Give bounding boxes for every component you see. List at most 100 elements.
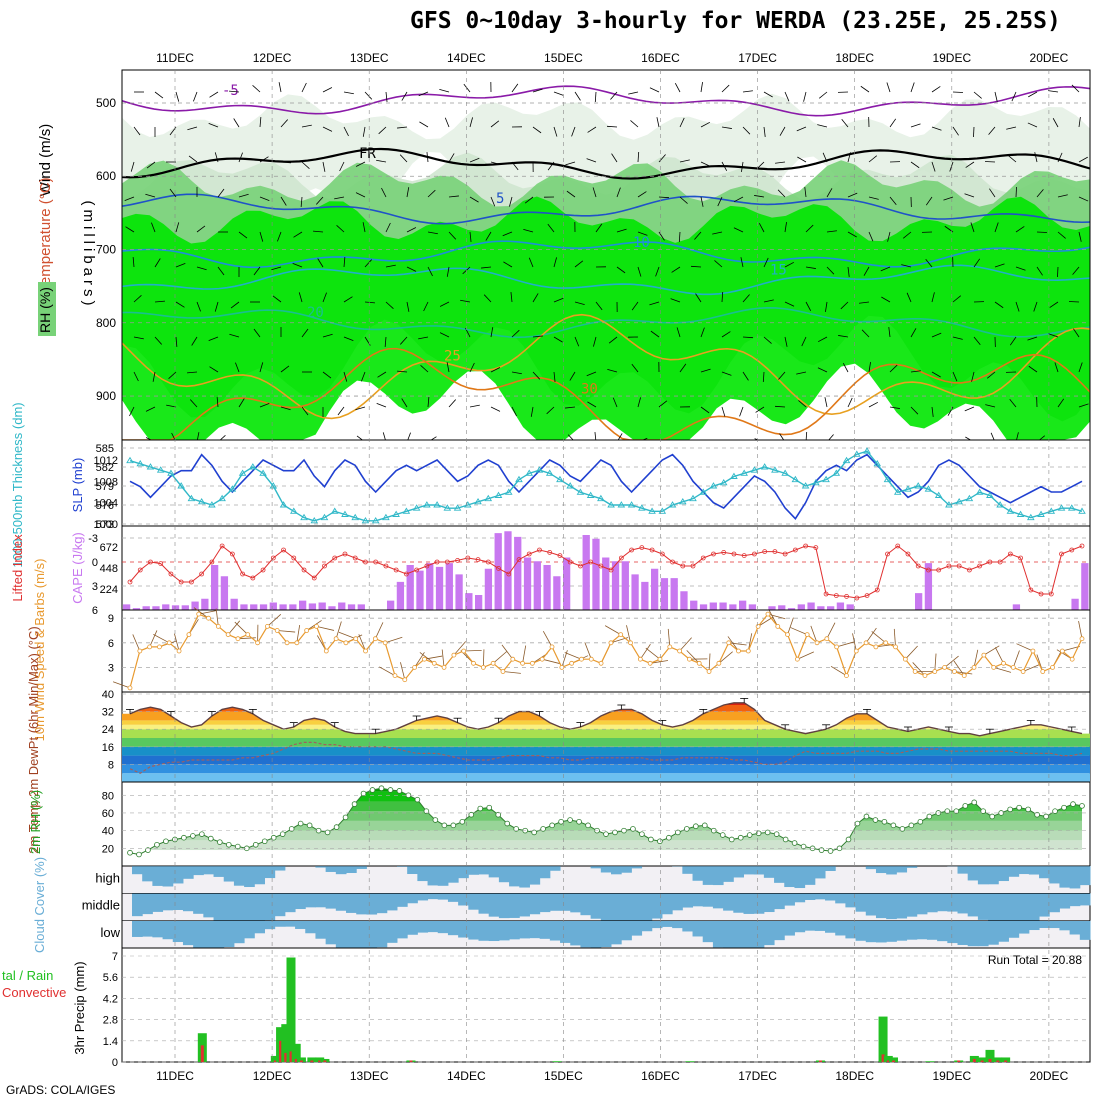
wind-barb	[671, 266, 681, 273]
lifted-marker	[926, 567, 931, 573]
wind-barb	[377, 371, 387, 378]
cape-bar	[269, 602, 277, 610]
wind-barb	[277, 630, 296, 633]
rh-marker	[297, 820, 304, 827]
cloud-bar	[1079, 866, 1091, 886]
rh-marker	[558, 818, 564, 825]
wind-barb	[227, 620, 241, 635]
wind-barb	[847, 397, 853, 408]
wind-barb	[777, 189, 786, 198]
wind-barb	[446, 362, 450, 373]
lifted-marker	[1048, 591, 1054, 597]
cloud-bar	[814, 893, 826, 900]
cloud-bar	[916, 920, 928, 940]
lifted-marker	[598, 563, 604, 569]
wind-barb	[259, 403, 270, 408]
date-label-top: 18DEC	[835, 51, 874, 65]
lifted-marker	[588, 559, 594, 565]
wind-barb	[196, 301, 201, 312]
cloud-bar	[539, 866, 551, 879]
y-tick-right: 448	[100, 563, 118, 575]
cloud-bar	[193, 920, 204, 948]
wind-barb	[700, 196, 704, 207]
wind-barb	[174, 633, 180, 652]
wind-marker	[981, 652, 987, 658]
thickness-marker	[781, 469, 789, 476]
y-tick-label: 1.4	[103, 1036, 118, 1048]
wind-marker	[284, 640, 290, 646]
cape-bar	[592, 538, 600, 610]
wind-barb	[379, 666, 396, 676]
wind-barb	[542, 658, 560, 664]
wind-barb	[238, 152, 243, 163]
wind-barb	[994, 91, 998, 102]
cloud-bar	[845, 920, 857, 939]
isotherm-label: -5	[222, 83, 239, 99]
cloud-bar	[723, 866, 734, 882]
wind-barb	[280, 365, 290, 373]
wind-barb	[678, 231, 681, 243]
wind-barb	[152, 371, 156, 382]
wind-barb	[810, 625, 818, 643]
wind-barb	[818, 91, 828, 99]
rh-marker	[701, 822, 708, 829]
cloud-bar	[560, 893, 571, 911]
cloud-bar	[998, 866, 1009, 882]
wind-barb	[358, 634, 366, 652]
wind-marker	[461, 648, 467, 654]
thickness-marker	[617, 501, 626, 508]
cloud-bar	[549, 920, 561, 941]
lifted-marker	[506, 571, 512, 577]
wind-barb	[362, 126, 366, 137]
cloud-bar	[814, 920, 826, 931]
cloud-bar	[152, 866, 164, 886]
wind-barb	[650, 330, 660, 338]
wind-marker	[628, 640, 633, 646]
wind-barb	[1028, 365, 1038, 373]
isotherm-label: 15	[770, 262, 787, 278]
cape-bar	[259, 604, 268, 610]
lifted-marker	[148, 559, 153, 565]
wind-barb	[859, 301, 870, 304]
wind-barb	[381, 187, 387, 198]
wind-barb	[553, 371, 556, 382]
cape-bar	[357, 604, 365, 610]
wind-barb	[553, 336, 563, 343]
thickness-marker	[300, 513, 308, 521]
wind-barb	[626, 625, 631, 643]
wind-barb	[364, 301, 375, 304]
cloud-bar	[488, 893, 500, 917]
cloud-bar	[509, 866, 520, 887]
thickness-marker	[627, 501, 636, 508]
wind-barb	[784, 91, 790, 102]
thickness-marker	[177, 482, 185, 489]
wind-barb	[511, 83, 519, 93]
cloud-bar	[427, 893, 439, 900]
wind-barb	[1028, 91, 1038, 98]
wind-marker	[225, 632, 231, 637]
wind-barb	[994, 647, 1004, 664]
wind-barb	[817, 367, 828, 373]
cloud-bar	[478, 920, 490, 941]
cloud-bar	[937, 920, 948, 942]
wind-marker	[274, 628, 280, 633]
cloud-bar	[244, 920, 255, 939]
cloud-bar	[967, 866, 979, 881]
rh-marker	[773, 831, 780, 837]
wind-barb	[187, 126, 198, 131]
lifted-marker	[547, 550, 553, 555]
rh-marker	[513, 826, 519, 832]
wind-marker	[333, 636, 339, 642]
wind-barb	[931, 86, 941, 93]
wind-barb	[542, 630, 553, 648]
wind-barb	[188, 155, 198, 163]
cloud-bar	[549, 866, 561, 871]
cloud-bar	[977, 866, 989, 885]
wind-barb	[130, 161, 135, 172]
wind-marker	[314, 624, 319, 629]
wind-barb	[300, 196, 303, 207]
wind-barb	[316, 626, 335, 631]
thickness-marker	[668, 501, 677, 508]
rh-marker	[684, 826, 690, 832]
wind-barb	[444, 117, 450, 128]
